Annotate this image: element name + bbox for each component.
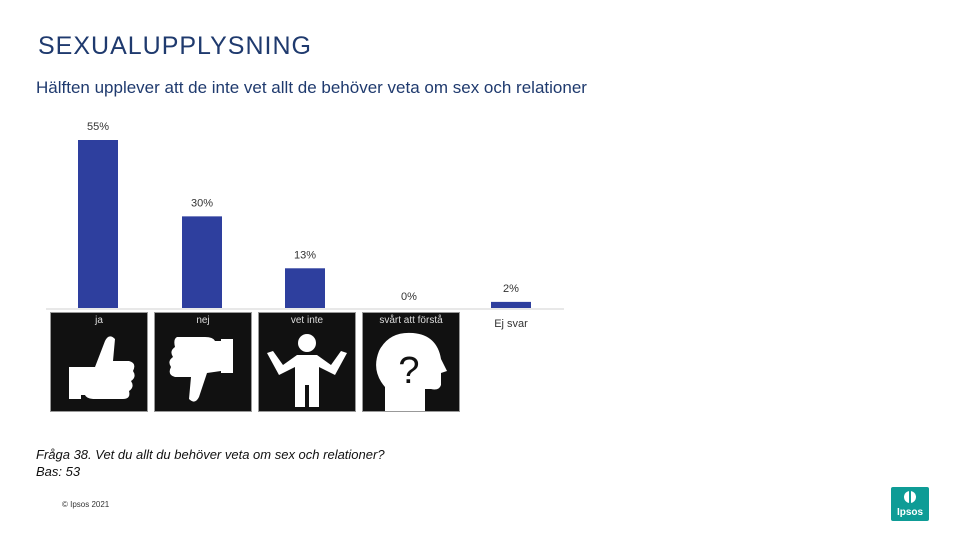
logo-text: Ipsos	[896, 507, 924, 518]
svg-text:?: ?	[398, 350, 419, 392]
thumbs-down-icon	[169, 337, 233, 402]
category-label-ej-svar: Ej svar	[494, 318, 528, 330]
bar-2	[285, 268, 325, 308]
ipsos-logo: Ipsos	[891, 487, 929, 521]
data-label-1: 30%	[191, 197, 213, 209]
thumbs-up-icon	[69, 336, 135, 399]
bar-1	[182, 216, 222, 308]
page-subtitle: Hälften upplever att de inte vet allt de…	[36, 78, 587, 97]
head-question-icon: ?	[376, 332, 447, 411]
page-title: SEXUALUPPLYSNING	[38, 32, 312, 60]
category-label-nej: nej	[196, 315, 210, 326]
category-nej: nej	[154, 312, 252, 412]
copyright: © Ipsos 2021	[62, 500, 110, 509]
logo-mark-icon	[904, 491, 916, 503]
bar-0	[78, 140, 118, 308]
category-svart-att-forsta: svårt att förstå ?	[362, 312, 460, 412]
data-label-4: 2%	[503, 283, 519, 295]
question-text: Fråga 38. Vet du allt du behöver veta om…	[36, 446, 385, 480]
category-label-ja: ja	[95, 315, 103, 326]
base-line: Bas: 53	[36, 464, 81, 479]
category-ja: ja	[50, 312, 148, 412]
data-label-2: 13%	[294, 249, 316, 261]
shrug-person-icon	[267, 334, 347, 407]
question-line: Fråga 38. Vet du allt du behöver veta om…	[36, 447, 385, 462]
data-label-3: 0%	[401, 291, 417, 303]
category-vet-inte: vet inte	[258, 312, 356, 412]
data-label-0: 55%	[87, 121, 109, 133]
bar-4	[491, 301, 531, 308]
category-label-vet-inte: vet inte	[290, 315, 324, 326]
category-label-svart: svårt att förstå	[379, 315, 443, 326]
